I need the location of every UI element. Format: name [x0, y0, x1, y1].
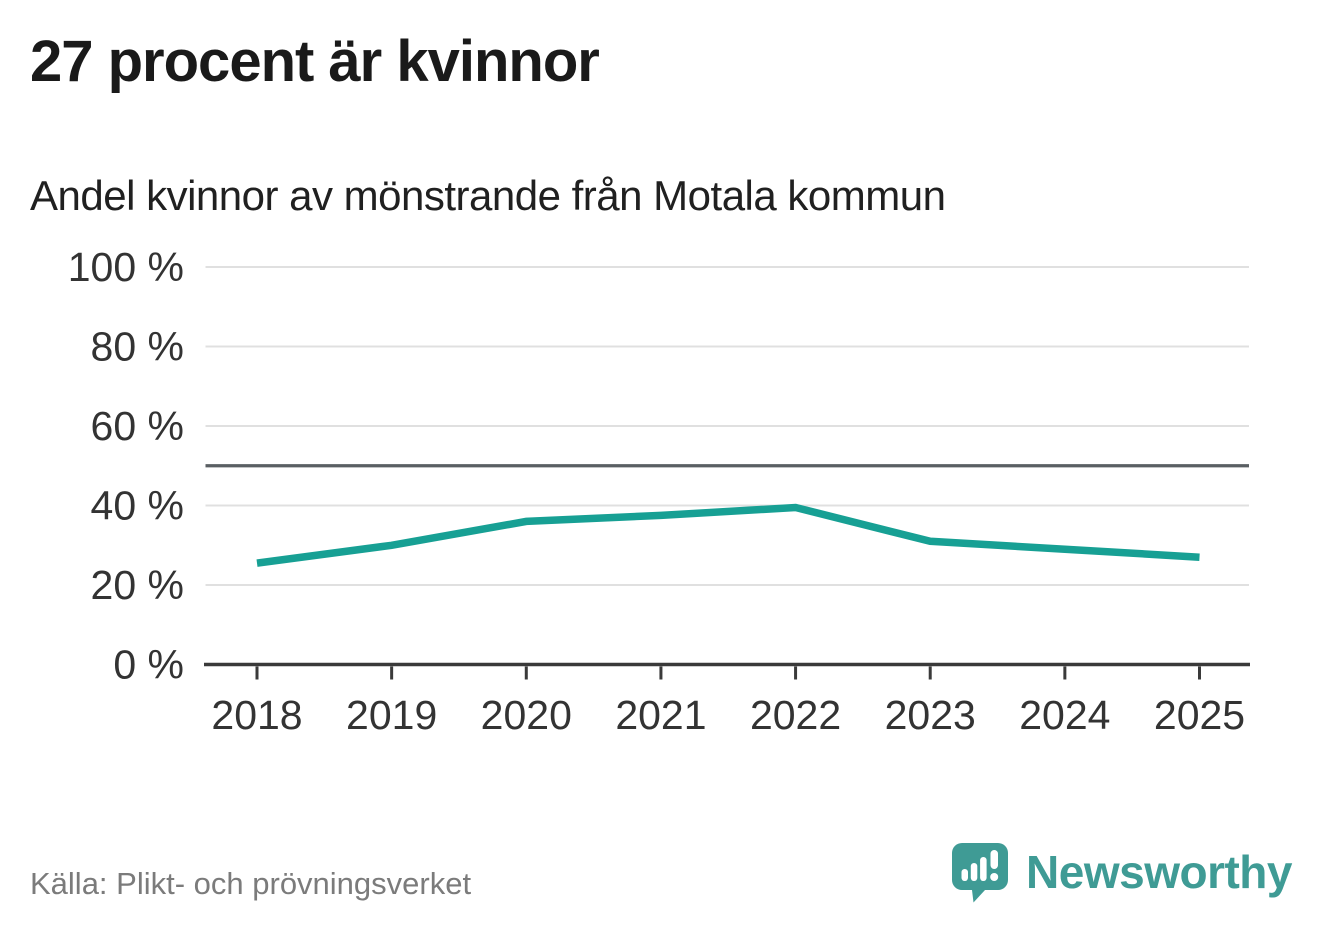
newsworthy-logo-icon: [952, 843, 1009, 903]
x-tick-label-2025: 2025: [1154, 692, 1245, 738]
y-tick-label-100: 100 %: [68, 244, 184, 290]
y-tick-label-40: 40 %: [91, 483, 184, 529]
x-tick-label-2020: 2020: [481, 692, 572, 738]
y-tick-label-80: 80 %: [91, 324, 184, 370]
y-tick-label-60: 60 %: [91, 403, 184, 449]
exclamation-bar: [990, 850, 999, 869]
source-caption: Källa: Plikt- och prövningsverket: [30, 866, 472, 901]
x-tick-label-2024: 2024: [1019, 692, 1110, 738]
x-tick-label-2022: 2022: [750, 692, 841, 738]
chart-subtitle: Andel kvinnor av mönstrande från Motala …: [30, 172, 946, 219]
x-tick-label-2019: 2019: [346, 692, 437, 738]
x-tick-label-2021: 2021: [615, 692, 706, 738]
exclamation-dot: [990, 873, 999, 881]
y-tick-label-20: 20 %: [91, 562, 184, 608]
data-line: [256, 503, 1200, 567]
x-tick-label-2018: 2018: [211, 692, 302, 738]
y-tick-label-0: 0 %: [113, 642, 184, 688]
newsworthy-logo: Newsworthy: [948, 840, 1292, 904]
newsworthy-wordmark: Newsworthy: [1026, 846, 1292, 898]
bar-2: [970, 863, 978, 881]
bar-1: [961, 869, 969, 881]
speech-bubble-shape: [952, 843, 1009, 903]
x-tick-label-2023: 2023: [885, 692, 976, 738]
page-title: 27 procent är kvinnor: [30, 29, 600, 94]
line-chart: 2018 2019 2020 2021 2022 2023 2024 2025 0 % 20 % 4…: [68, 244, 1250, 738]
bar-3: [980, 857, 987, 881]
